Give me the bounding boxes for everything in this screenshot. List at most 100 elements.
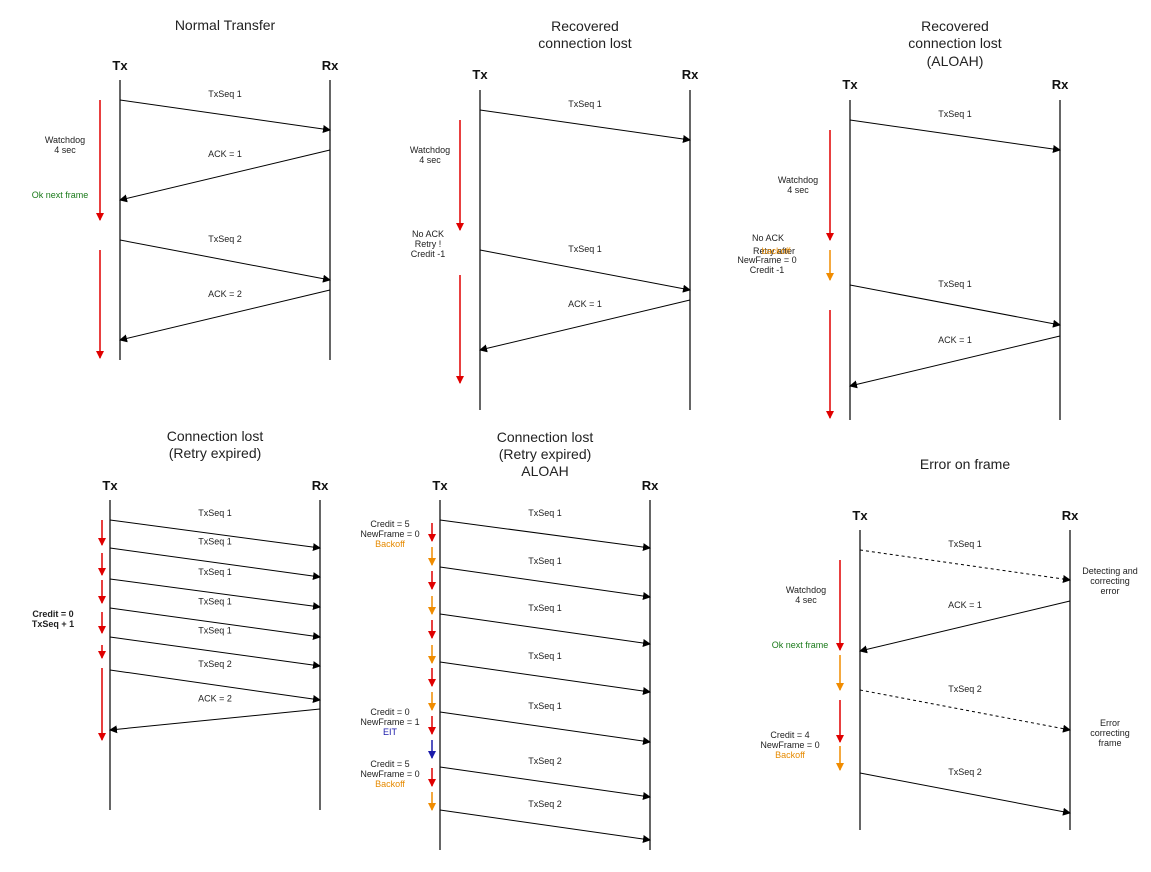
note-text: Credit = 5 — [370, 519, 409, 529]
message-arrow — [859, 549, 1071, 583]
note-text: Watchdog — [786, 585, 826, 595]
note-text: Ok next frame — [772, 640, 829, 650]
tx-label: Tx — [842, 77, 858, 92]
note-text: 4 sec — [787, 185, 809, 195]
diagram-title: (ALOAH) — [927, 53, 984, 69]
note-text: Watchdog — [410, 145, 450, 155]
message-label: ACK = 2 — [198, 694, 232, 704]
message-arrow — [479, 109, 691, 143]
note-text: NewFrame = 0 — [360, 529, 419, 539]
note-tail: Backoff — [375, 539, 405, 549]
diagram-title: (Retry expired) — [169, 445, 262, 461]
diagram-title: Error on frame — [920, 456, 1010, 472]
message-label: TxSeq 1 — [528, 651, 562, 661]
message-arrow — [859, 772, 1071, 816]
message-arrow — [109, 607, 321, 641]
note-text: Ok next frame — [32, 190, 89, 200]
message-label: TxSeq 1 — [198, 508, 232, 518]
message-label: TxSeq 1 — [938, 109, 972, 119]
tx-label: Tx — [432, 478, 448, 493]
diagram-normal: Normal Transfer Tx Rx TxSeq 1 ACK = 1 TxSeq 2… — [32, 17, 339, 360]
diagram-lost-aloah: Connection lost(Retry expired)ALOAH Tx Rx T… — [360, 429, 659, 850]
message-label: TxSeq 2 — [528, 799, 562, 809]
note-suffix: backoff — [762, 246, 791, 256]
note-text: Retry after — [753, 246, 795, 256]
message-arrow — [859, 600, 1071, 654]
message-label: ACK = 1 — [948, 600, 982, 610]
message-arrow — [109, 669, 321, 703]
message-label: TxSeq 1 — [198, 597, 232, 607]
message-label: TxSeq 1 — [528, 556, 562, 566]
diagram-title: (Retry expired) — [499, 446, 592, 462]
message-arrow — [119, 99, 331, 133]
message-label: TxSeq 1 — [528, 508, 562, 518]
message-label: TxSeq 1 — [198, 626, 232, 636]
rx-label: Rx — [682, 67, 699, 82]
message-arrow — [119, 239, 331, 283]
message-label: TxSeq 1 — [198, 567, 232, 577]
message-label: TxSeq 1 — [938, 279, 972, 289]
rx-label: Rx — [1062, 508, 1079, 523]
note-text: NewFrame = 0 — [360, 769, 419, 779]
message-arrow — [109, 519, 321, 552]
rx-label: Rx — [1052, 77, 1069, 92]
message-label: TxSeq 1 — [568, 99, 602, 109]
note-tail: Backoff — [775, 750, 805, 760]
note-text: Credit = 5 — [370, 759, 409, 769]
diagram-title: Normal Transfer — [175, 17, 276, 33]
message-arrow — [849, 284, 1061, 328]
note-tail: EIT — [383, 727, 398, 737]
note-text: No ACK — [412, 229, 444, 239]
message-arrow — [849, 119, 1061, 153]
message-label: TxSeq 1 — [528, 603, 562, 613]
diagram-title: connection lost — [908, 35, 1002, 51]
diagram-title: Connection lost — [167, 428, 264, 444]
note-text: frame — [1098, 738, 1121, 748]
message-arrow — [439, 766, 651, 800]
message-arrow — [859, 689, 1071, 733]
note-text: Credit -1 — [411, 249, 446, 259]
note-text: NewFrame = 1 — [360, 717, 419, 727]
message-label: TxSeq 2 — [528, 756, 562, 766]
diagram-title: Recovered — [551, 18, 619, 34]
note-text: error — [1100, 586, 1119, 596]
tx-label: Tx — [102, 478, 118, 493]
message-label: ACK = 1 — [208, 149, 242, 159]
message-label: TxSeq 1 — [528, 701, 562, 711]
diagram-title: Recovered — [921, 18, 989, 34]
note-text: 4 sec — [419, 155, 441, 165]
tx-label: Tx — [112, 58, 128, 73]
message-arrow — [439, 519, 651, 552]
message-arrow — [439, 613, 651, 647]
rx-label: Rx — [312, 478, 329, 493]
note-text: Credit = 4 — [770, 730, 809, 740]
message-arrow — [109, 578, 321, 611]
message-label: TxSeq 1 — [198, 537, 232, 547]
diagram-title: ALOAH — [521, 463, 568, 479]
message-arrow — [109, 708, 321, 734]
message-label: TxSeq 2 — [948, 767, 982, 777]
message-arrow — [439, 661, 651, 695]
message-arrow — [109, 636, 321, 670]
diagram-lost: Connection lost(Retry expired) Tx Rx TxSeq … — [32, 428, 329, 810]
note-text: 4 sec — [795, 595, 817, 605]
note-text: Credit -1 — [750, 265, 785, 275]
message-label: TxSeq 1 — [208, 89, 242, 99]
diagram-title: Connection lost — [497, 429, 594, 445]
message-arrow — [439, 566, 651, 600]
message-arrow — [439, 711, 651, 745]
message-label: ACK = 1 — [938, 335, 972, 345]
message-label: TxSeq 1 — [948, 539, 982, 549]
diagram-error: Error on frame Tx Rx TxSeq 1 ACK = 1 TxSeq 2 T… — [760, 456, 1138, 830]
message-label: TxSeq 1 — [568, 244, 602, 254]
note-text: No ACK — [752, 233, 784, 243]
message-arrow — [479, 249, 691, 293]
note-text: NewFrame = 0 — [737, 255, 796, 265]
message-arrow — [119, 289, 331, 343]
note-text: NewFrame = 0 — [760, 740, 819, 750]
rx-label: Rx — [642, 478, 659, 493]
note-text: Detecting and — [1082, 566, 1138, 576]
note-text: Error — [1100, 718, 1120, 728]
